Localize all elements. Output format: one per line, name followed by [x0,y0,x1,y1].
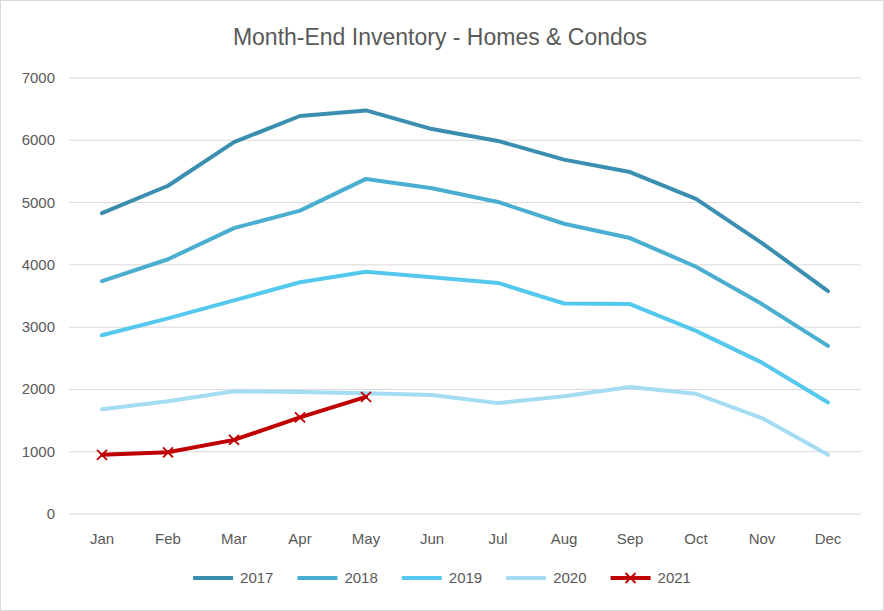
y-tick-label: 4000 [22,256,55,273]
y-tick-label: 5000 [22,194,55,211]
legend-swatch [297,576,337,580]
series-line [102,397,366,455]
legend-item: 2018 [297,569,377,586]
legend-item: 2020 [506,569,586,586]
legend-item: 2017 [193,569,273,586]
legend-swatch [193,576,233,580]
series-line [102,387,828,455]
grid-line [69,202,861,203]
x-tick-label: Dec [815,530,842,547]
y-tick-label: 6000 [22,131,55,148]
series-marker [163,447,173,457]
chart-background [1,1,884,611]
legend-label: 2017 [240,569,273,586]
y-tick-label: 0 [47,505,55,522]
chart-title: Month-End Inventory - Homes & Condos [233,24,647,50]
x-tick-label: Jun [420,530,444,547]
series-marker [97,450,107,460]
grid-line [69,78,861,79]
legend: 2017 2018 2019 2020 2021 [193,569,691,586]
grid-line [69,327,861,328]
grid [69,78,861,514]
x-tick-label: Sep [617,530,644,547]
x-tick-label: May [352,530,381,547]
series-line [102,110,828,291]
x-tick-label: Nov [749,530,776,547]
x-tick-label: Mar [221,530,247,547]
y-tick-label: 3000 [22,318,55,335]
y-tick-label: 1000 [22,443,55,460]
x-tick-label: Apr [288,530,311,547]
x-tick-label: Jan [90,530,114,547]
series-marker [295,412,305,422]
legend-item: 2019 [402,569,482,586]
grid-line [69,514,861,515]
grid-line [69,389,861,390]
grid-line [69,451,861,452]
y-tick-label: 7000 [22,69,55,86]
plot-area [97,110,828,459]
x-tick-label: Oct [684,530,708,547]
series-marker [361,392,371,402]
x-tick-label: Aug [551,530,578,547]
legend-swatch [402,576,442,580]
x-tick-label: Feb [155,530,181,547]
x-tick-label: Jul [488,530,507,547]
legend-label: 2019 [449,569,482,586]
series-marker [229,435,239,445]
legend-label: 2018 [344,569,377,586]
legend-swatch [506,576,546,580]
y-tick-label: 2000 [22,380,55,397]
grid-line [69,140,861,141]
legend-item: 2021 [611,569,691,586]
legend-marker [626,573,636,583]
legend-label: 2021 [658,569,691,586]
chart: Month-End Inventory - Homes & Condos 0 100… [0,0,884,611]
legend-label: 2020 [553,569,586,586]
series-line [102,179,828,346]
series-line [102,272,828,403]
grid-line [69,264,861,265]
